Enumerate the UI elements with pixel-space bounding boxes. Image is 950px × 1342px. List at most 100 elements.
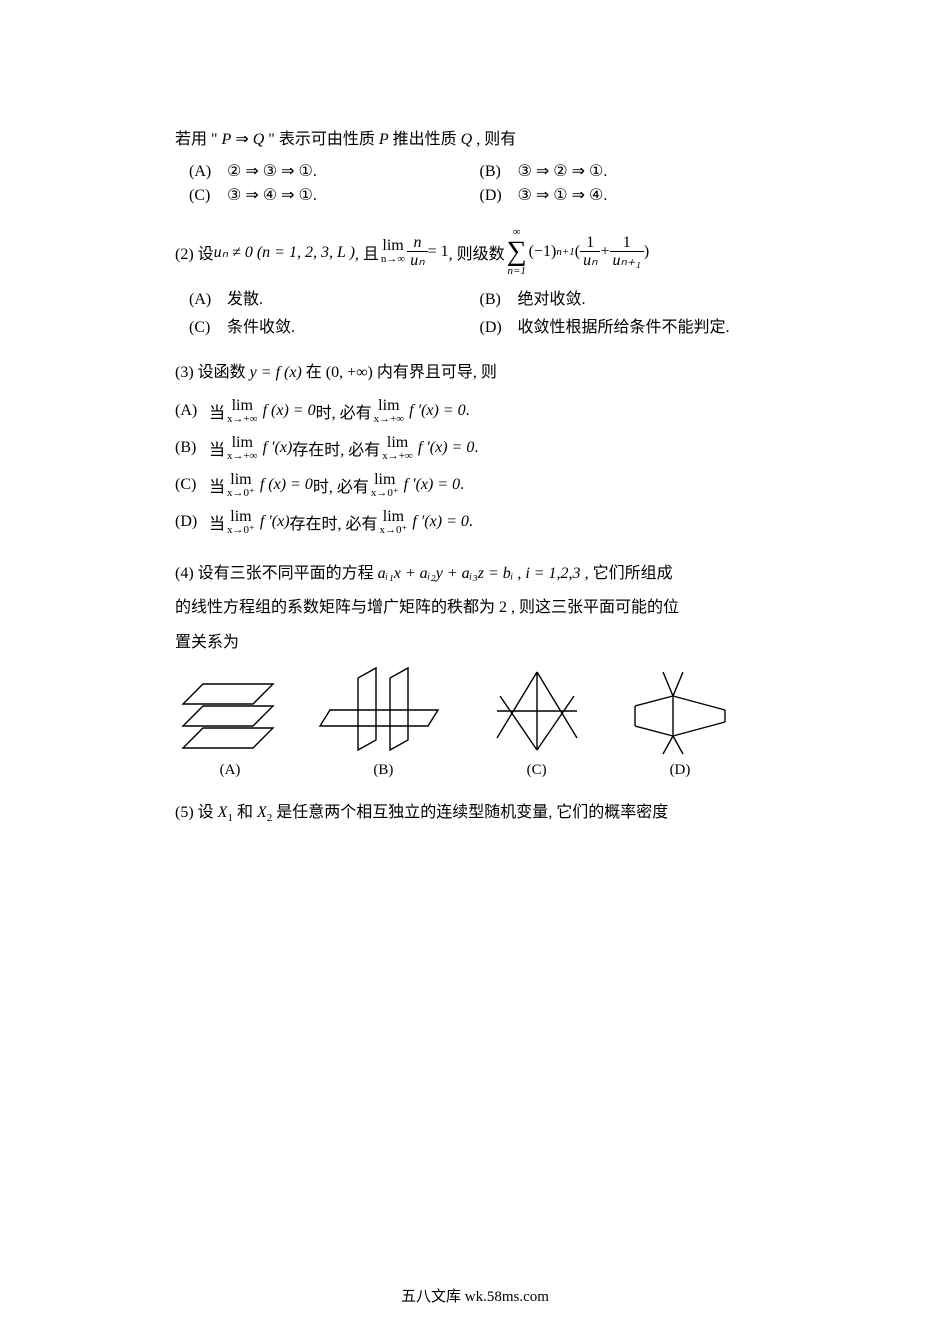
opt-c: 条件收敛.	[227, 319, 295, 336]
lim-icon: limx→0⁺	[380, 509, 408, 536]
t: x→0⁺	[227, 488, 255, 499]
t: 若用 "	[175, 131, 218, 148]
t: (−1)	[529, 243, 557, 261]
t: (3) 设函数	[175, 364, 250, 381]
t: 推出性质	[393, 131, 461, 148]
t: 置关系为	[175, 634, 239, 651]
t: X	[218, 804, 228, 821]
t: 在	[306, 364, 326, 381]
intro-line: 若用 " P ⇒ Q " 表示可由性质 P 推出性质 Q , 则有	[175, 126, 770, 155]
q2-row1: (A) 发散. (B) 绝对收敛.	[189, 285, 770, 309]
t: 2	[267, 812, 273, 824]
q3-opt-b: (B) 当 limx→+∞ f ′(x) 存在时, 必有 limx→+∞ f ′…	[175, 435, 770, 462]
t: lim	[227, 509, 255, 525]
t: 当	[209, 473, 225, 497]
frac: 1 uₙ₊₁	[610, 234, 644, 270]
q1-row1: (A) ② ⇒ ③ ⇒ ①. (B) ③ ⇒ ② ⇒ ①.	[189, 161, 770, 181]
opt-b-label: (B)	[175, 439, 209, 457]
lim-icon: limx→0⁺	[227, 472, 255, 499]
opt-b: ③ ⇒ ② ⇒ ①.	[518, 163, 608, 180]
q3-opt-a: (A) 当 limx→+∞ f (x) = 0 时, 必有 limx→+∞ f …	[175, 398, 770, 425]
t: f ′(x) = 0	[418, 439, 475, 457]
t: f ′(x) = 0	[404, 476, 461, 494]
lbl: (A)	[175, 762, 285, 779]
sum-icon: ∞ ∑ n=1	[507, 227, 527, 277]
lbl: (B)	[318, 762, 448, 779]
t: .	[460, 476, 464, 494]
t: uₙ	[580, 252, 600, 270]
t: P	[379, 131, 389, 148]
t: 和	[237, 804, 257, 821]
t: 时, 必有	[316, 399, 372, 423]
lbl: (C)	[482, 762, 592, 779]
q2-row2: (C) 条件收敛. (D) 收敛性根据所给条件不能判定.	[189, 313, 770, 337]
diagram-d: (D)	[625, 666, 735, 779]
lim-icon: lim n→∞	[381, 238, 405, 265]
t: x→0⁺	[380, 525, 408, 536]
planes-b-icon	[318, 666, 448, 756]
t: n=1	[507, 266, 527, 277]
diagram-c: (C)	[482, 666, 592, 779]
opt-a: ② ⇒ ③ ⇒ ①.	[227, 163, 317, 180]
opt-b-label: (B)	[480, 291, 514, 309]
t: x→+∞	[374, 414, 405, 425]
t: (4) 设有三张不同平面的方程	[175, 565, 378, 582]
t: P	[222, 131, 232, 148]
t: Q	[461, 131, 473, 148]
opt-d-label: (D)	[480, 187, 514, 205]
q1-row2: (C) ③ ⇒ ④ ⇒ ①. (D) ③ ⇒ ① ⇒ ④.	[189, 185, 770, 205]
t: lim	[227, 472, 255, 488]
t: (2) 设	[175, 240, 214, 264]
lim-icon: limx→+∞	[382, 435, 413, 462]
opt-b-label: (B)	[480, 163, 514, 181]
t: f (x) = 0	[263, 402, 316, 420]
frac: 1 uₙ	[580, 234, 600, 270]
frac: n uₙ	[407, 234, 427, 270]
opt-a-label: (A)	[189, 291, 223, 309]
t: 当	[209, 399, 225, 423]
t: +	[600, 243, 609, 261]
planes-c-icon	[482, 666, 592, 756]
q4-stem-3: 置关系为	[175, 629, 770, 658]
lim-icon: limx→0⁺	[227, 509, 255, 536]
t: uₙ₊₁	[610, 252, 644, 270]
t: lim	[381, 238, 405, 254]
planes-a-icon	[175, 676, 285, 756]
q4-diagrams: (A) (B)	[175, 666, 735, 779]
t: uₙ ≠ 0 (n = 1, 2, 3, L )	[214, 242, 355, 262]
t: .	[474, 439, 478, 457]
t: f ′(x) = 0	[412, 513, 469, 531]
t: 1	[580, 234, 600, 253]
lim-icon: limx→+∞	[227, 398, 258, 425]
t: lim	[227, 435, 258, 451]
t: ⇒	[235, 131, 252, 148]
lim-icon: limx→0⁺	[371, 472, 399, 499]
q5-stem: (5) 设 X1 和 X2 是任意两个相互独立的连续型随机变量, 它们的概率密度	[175, 799, 770, 829]
t: (0, +∞)	[326, 364, 373, 381]
t: n	[407, 234, 427, 253]
t: aᵢ₁x + aᵢ₂y + aᵢ₃z = bᵢ	[378, 565, 514, 582]
t: " 表示可由性质	[268, 131, 379, 148]
q3-stem: (3) 设函数 y = f (x) 在 (0, +∞) 内有界且可导, 则	[175, 359, 770, 388]
opt-c-label: (C)	[189, 187, 223, 205]
opt-a: 发散.	[227, 291, 263, 308]
q4-stem-1: (4) 设有三张不同平面的方程 aᵢ₁x + aᵢ₂y + aᵢ₃z = bᵢ …	[175, 560, 770, 589]
t: 当	[209, 436, 225, 460]
t: x→+∞	[382, 451, 413, 462]
t: , 且	[355, 240, 379, 264]
t: .	[466, 402, 470, 420]
diagram-a: (A)	[175, 676, 285, 779]
opt-c-label: (C)	[175, 476, 209, 494]
t: 内有界且可导, 则	[377, 364, 497, 381]
t: lim	[227, 398, 258, 414]
lbl: (D)	[625, 762, 735, 779]
t: x→+∞	[227, 414, 258, 425]
diagram-b: (B)	[318, 666, 448, 779]
t: 1	[227, 812, 233, 824]
planes-d-icon	[625, 666, 735, 756]
t: lim	[380, 509, 408, 525]
t: .	[469, 513, 473, 531]
t: lim	[374, 398, 405, 414]
t: , 则有	[476, 131, 516, 148]
t: 当	[209, 510, 225, 534]
